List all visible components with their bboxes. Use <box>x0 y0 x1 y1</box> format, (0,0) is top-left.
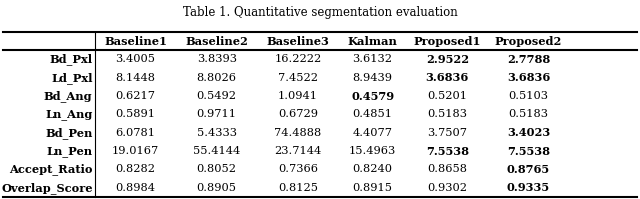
Text: 0.9335: 0.9335 <box>507 182 550 193</box>
Text: 15.4963: 15.4963 <box>349 146 396 156</box>
Text: Kalman: Kalman <box>348 35 397 47</box>
Text: 5.4333: 5.4333 <box>196 128 237 138</box>
Text: 8.1448: 8.1448 <box>116 73 156 83</box>
Text: 0.5183: 0.5183 <box>508 109 548 119</box>
Text: 0.8905: 0.8905 <box>196 183 237 193</box>
Text: 3.8393: 3.8393 <box>196 54 237 64</box>
Text: 0.5492: 0.5492 <box>196 91 237 101</box>
Text: Ld_Pxl: Ld_Pxl <box>51 72 93 84</box>
Text: 0.6217: 0.6217 <box>116 91 156 101</box>
Text: Baseline1: Baseline1 <box>104 35 167 47</box>
Text: 0.4579: 0.4579 <box>351 91 394 101</box>
Text: 55.4144: 55.4144 <box>193 146 241 156</box>
Text: Ln_Ang: Ln_Ang <box>45 109 93 120</box>
Text: 3.6836: 3.6836 <box>507 72 550 83</box>
Text: 0.7366: 0.7366 <box>278 165 318 175</box>
Text: 7.4522: 7.4522 <box>278 73 318 83</box>
Text: Baseline3: Baseline3 <box>266 35 329 47</box>
Text: 0.8125: 0.8125 <box>278 183 318 193</box>
Text: 7.5538: 7.5538 <box>507 146 550 157</box>
Text: 0.8282: 0.8282 <box>116 165 156 175</box>
Text: Accept_Ratio: Accept_Ratio <box>9 164 93 176</box>
Text: Overlap_Score: Overlap_Score <box>1 182 93 194</box>
Text: 0.8984: 0.8984 <box>116 183 156 193</box>
Text: 0.9302: 0.9302 <box>428 183 467 193</box>
Text: 7.5538: 7.5538 <box>426 146 469 157</box>
Text: 0.5201: 0.5201 <box>428 91 467 101</box>
Text: 0.5891: 0.5891 <box>116 109 156 119</box>
Text: Bd_Ang: Bd_Ang <box>44 90 93 102</box>
Text: 3.6132: 3.6132 <box>353 54 392 64</box>
Text: 74.4888: 74.4888 <box>274 128 321 138</box>
Text: 0.5183: 0.5183 <box>428 109 467 119</box>
Text: 3.4023: 3.4023 <box>507 127 550 138</box>
Text: Ln_Pen: Ln_Pen <box>46 146 93 157</box>
Text: Bd_Pxl: Bd_Pxl <box>49 53 93 65</box>
Text: Bd_Pen: Bd_Pen <box>45 127 93 139</box>
Text: Baseline2: Baseline2 <box>186 35 248 47</box>
Text: 0.8915: 0.8915 <box>353 183 392 193</box>
Text: 0.4851: 0.4851 <box>353 109 392 119</box>
Text: 0.8658: 0.8658 <box>428 165 467 175</box>
Text: 19.0167: 19.0167 <box>112 146 159 156</box>
Text: 0.9711: 0.9711 <box>196 109 237 119</box>
Text: Proposed2: Proposed2 <box>495 35 562 47</box>
Text: 3.7507: 3.7507 <box>428 128 467 138</box>
Text: 1.0941: 1.0941 <box>278 91 318 101</box>
Text: 3.6836: 3.6836 <box>426 72 469 83</box>
Text: 0.8052: 0.8052 <box>196 165 237 175</box>
Text: 4.4077: 4.4077 <box>353 128 392 138</box>
Text: 16.2222: 16.2222 <box>274 54 321 64</box>
Text: 8.9439: 8.9439 <box>353 73 392 83</box>
Text: 0.8765: 0.8765 <box>507 164 550 175</box>
Text: 2.7788: 2.7788 <box>507 54 550 65</box>
Text: 8.8026: 8.8026 <box>196 73 237 83</box>
Text: 6.0781: 6.0781 <box>116 128 156 138</box>
Text: 0.8240: 0.8240 <box>353 165 392 175</box>
Text: 3.4005: 3.4005 <box>116 54 156 64</box>
Text: Proposed1: Proposed1 <box>413 35 481 47</box>
Text: 0.5103: 0.5103 <box>508 91 548 101</box>
Text: 0.6729: 0.6729 <box>278 109 318 119</box>
Text: 23.7144: 23.7144 <box>274 146 321 156</box>
Text: 2.9522: 2.9522 <box>426 54 469 65</box>
Text: Table 1. Quantitative segmentation evaluation: Table 1. Quantitative segmentation evalu… <box>182 6 458 19</box>
